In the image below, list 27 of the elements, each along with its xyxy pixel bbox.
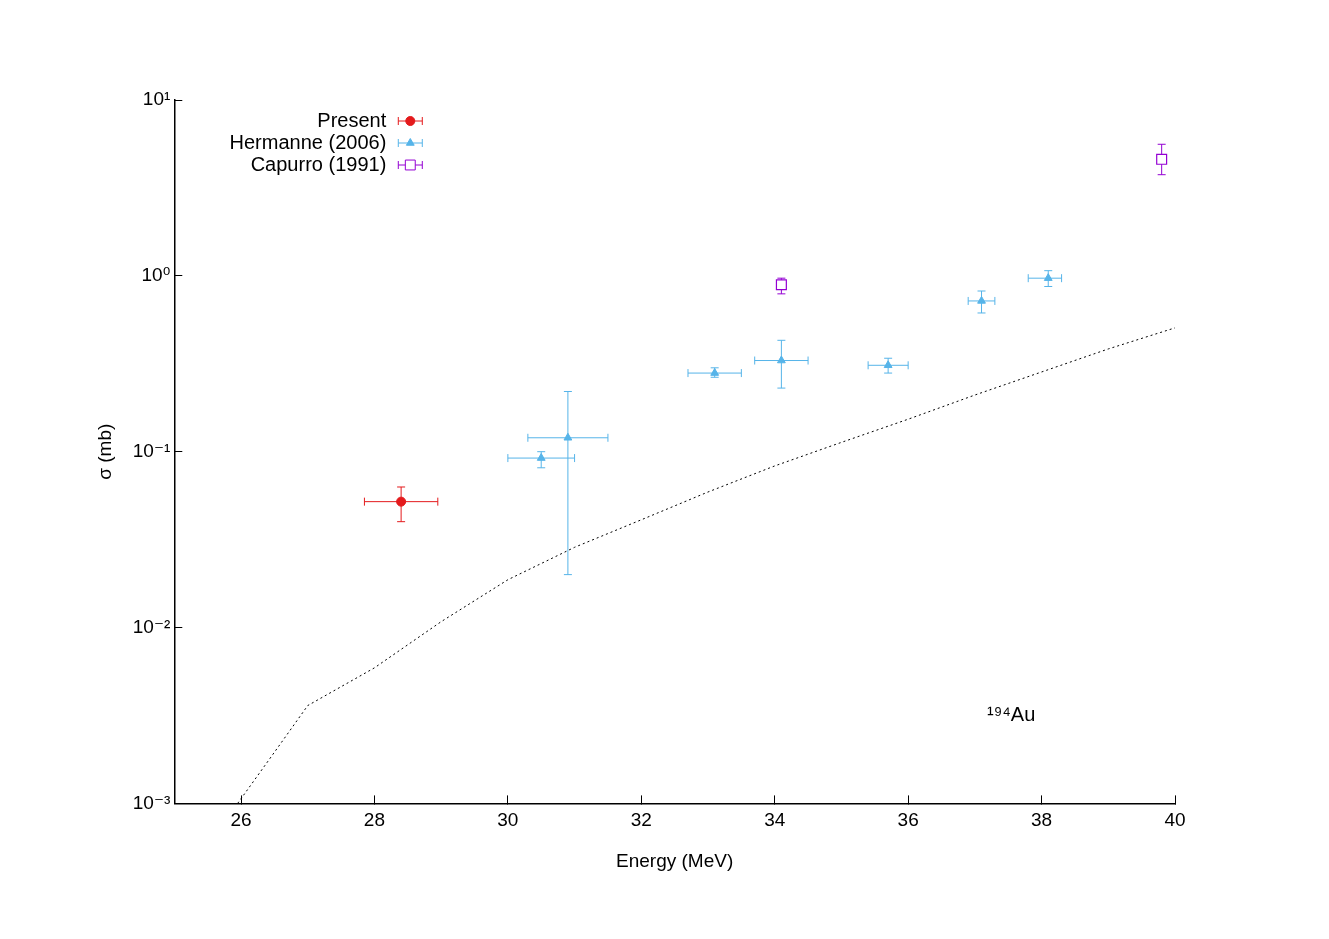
x-tick-label: 40 [1164,809,1186,831]
legend-label: Capurro (1991) [250,152,387,175]
y-tick-label: 10⁻¹ [132,439,171,461]
legend-label: Hermanne (2006) [229,130,387,153]
point [396,496,407,507]
y-tick-label: 10⁻² [132,615,171,637]
point [1156,153,1168,165]
point [883,360,893,369]
x-tick-label: 30 [497,809,519,831]
point [776,355,786,364]
y-tick-label: 10⁰ [141,264,171,286]
x-tick-label: 38 [1031,809,1053,831]
y-tick-label: 10⁻³ [132,791,171,813]
x-tick-label: 34 [764,809,786,831]
x-tick-label: 28 [363,809,385,831]
point [1043,273,1053,281]
annotation: ¹⁹⁴Au [987,702,1036,725]
y-tick-label: 10¹ [142,88,171,110]
x-tick-label: 36 [897,809,919,831]
x-tick-label: 32 [630,809,652,831]
x-tick-label: 26 [230,809,252,831]
point [775,279,787,291]
legend-label: Present [317,108,387,131]
x-axis-title: Energy (MeV) [616,849,734,871]
point [563,432,573,441]
point [536,453,546,461]
y-axis-title: σ (mb) [93,423,115,480]
